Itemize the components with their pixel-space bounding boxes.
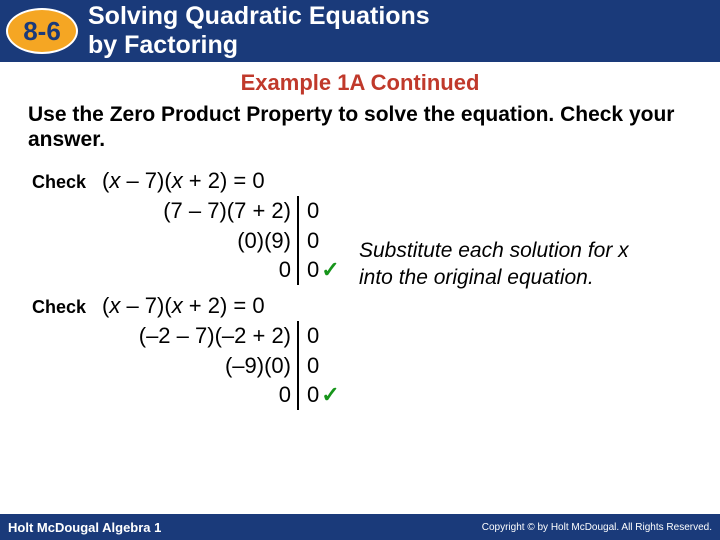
work-area: Check (x – 7)(x + 2) = 0 (7 – 7)(7 + 2) … [28, 166, 692, 416]
c2-r2-left: (–9)(0) [102, 351, 297, 381]
header-title-line1: Solving Quadratic Equations [88, 2, 430, 31]
check2-eq0: (x – 7)(x + 2) = 0 [102, 291, 271, 321]
header-title-line2: by Factoring [88, 31, 430, 60]
c1-r3-left: 0 [102, 255, 297, 285]
c2-r3-val: 0 [307, 382, 319, 407]
check1-row2: (0)(9) 0 [32, 226, 337, 256]
substitution-note: Substitute each solution for x into the … [359, 238, 629, 291]
c2-r3-left: 0 [102, 380, 297, 410]
c1-r3-val: 0 [307, 257, 319, 282]
content-area: Example 1A Continued Use the Zero Produc… [0, 62, 720, 416]
c1-r1-right: 0 [297, 196, 337, 226]
header-bar: 8-6 Solving Quadratic Equations by Facto… [0, 0, 720, 62]
check1-label: Check [32, 170, 102, 194]
check1-row0: Check (x – 7)(x + 2) = 0 [32, 166, 337, 196]
c2-r3-right: 0✓ [297, 380, 337, 410]
check2-row3: 0 0✓ [32, 380, 337, 410]
instruction-text: Use the Zero Product Property to solve t… [28, 102, 692, 152]
c2-var2: x [172, 293, 183, 318]
lesson-number: 8-6 [23, 16, 61, 47]
check2-row0: Check (x – 7)(x + 2) = 0 [32, 291, 337, 321]
footer-copyright: Copyright © by Holt McDougal. All Rights… [482, 522, 712, 533]
check-column: Check (x – 7)(x + 2) = 0 (7 – 7)(7 + 2) … [28, 166, 337, 416]
check1-row3: 0 0✓ [32, 255, 337, 285]
c1-r3-right: 0✓ [297, 255, 337, 285]
c1-mid: – 7)( [120, 168, 171, 193]
c2-var1: x [109, 293, 120, 318]
check2-label: Check [32, 295, 102, 319]
c2-post: + 2) = 0 [183, 293, 265, 318]
check1-row1: (7 – 7)(7 + 2) 0 [32, 196, 337, 226]
check-block-1: Check (x – 7)(x + 2) = 0 (7 – 7)(7 + 2) … [32, 166, 337, 285]
c1-var1: x [109, 168, 120, 193]
checkmark-icon: ✓ [321, 257, 339, 282]
c1-r2-right: 0 [297, 226, 337, 256]
c2-r1-right: 0 [297, 321, 337, 351]
c2-r2-right: 0 [297, 351, 337, 381]
check2-row1: (–2 – 7)(–2 + 2) 0 [32, 321, 337, 351]
example-title: Example 1A Continued [28, 70, 692, 96]
check1-eq0: (x – 7)(x + 2) = 0 [102, 166, 271, 196]
c1-post: + 2) = 0 [183, 168, 265, 193]
c2-r1-left: (–2 – 7)(–2 + 2) [102, 321, 297, 351]
c2-mid: – 7)( [120, 293, 171, 318]
footer-book-title: Holt McDougal Algebra 1 [8, 520, 161, 535]
footer-bar: Holt McDougal Algebra 1 Copyright © by H… [0, 514, 720, 540]
check2-row2: (–9)(0) 0 [32, 351, 337, 381]
c1-r1-left: (7 – 7)(7 + 2) [102, 196, 297, 226]
c1-r2-left: (0)(9) [102, 226, 297, 256]
c1-var2: x [172, 168, 183, 193]
header-title: Solving Quadratic Equations by Factoring [88, 2, 430, 60]
checkmark-icon: ✓ [321, 382, 339, 407]
check-block-2: Check (x – 7)(x + 2) = 0 (–2 – 7)(–2 + 2… [32, 291, 337, 410]
lesson-badge: 8-6 [6, 8, 78, 54]
